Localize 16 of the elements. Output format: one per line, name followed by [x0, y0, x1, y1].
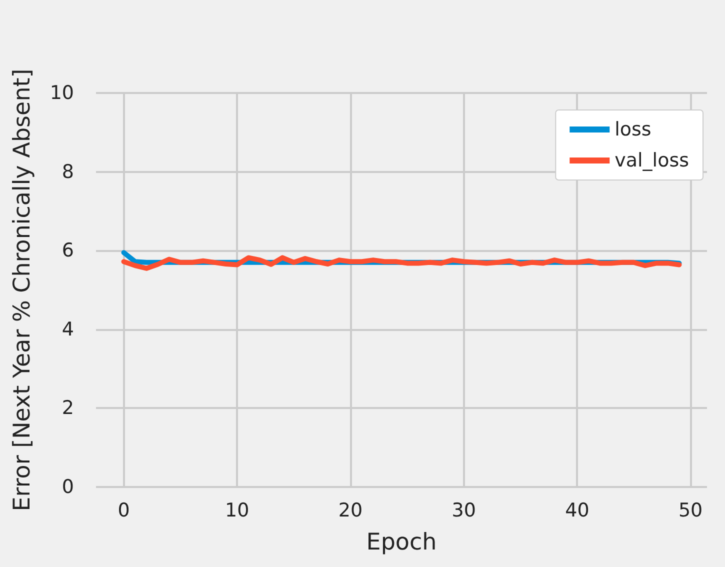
y-tick-label: 10 [50, 82, 74, 104]
x-axis-title: Epoch [366, 530, 437, 556]
x-tick-label: 10 [225, 500, 250, 522]
y-tick-label: 2 [62, 397, 74, 420]
y-tick-label: 4 [62, 318, 74, 340]
y-axis-title: Error [Next Year % Chronically Absent] [10, 68, 36, 512]
x-tick-label: 50 [678, 500, 703, 522]
x-tick-label: 0 [118, 500, 130, 522]
y-tick-label: 0 [62, 476, 74, 498]
x-tick-label: 30 [452, 500, 476, 522]
y-tick-label: 6 [62, 240, 74, 262]
legend-label: val_loss [614, 150, 690, 172]
legend-label: loss [614, 118, 652, 140]
x-tick-label: 20 [338, 500, 363, 522]
x-tick-label: 40 [565, 500, 590, 522]
y-tick-label: 8 [62, 160, 74, 183]
